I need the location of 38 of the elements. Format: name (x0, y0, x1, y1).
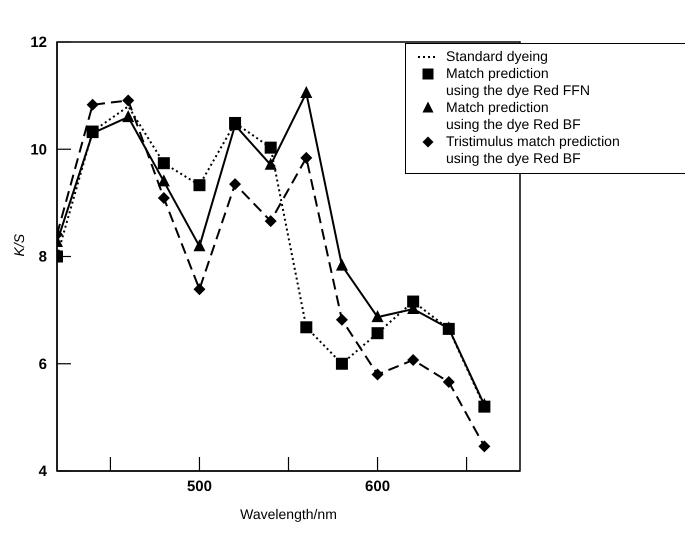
point (264, 215, 277, 228)
point (300, 152, 312, 164)
x-tick-label: 600 (365, 478, 390, 495)
point (264, 158, 277, 170)
point (158, 174, 170, 186)
x-tick-label: 500 (186, 478, 212, 495)
legend-label: Match prediction using the dye Red FFN (446, 65, 590, 99)
point (86, 98, 99, 111)
x-axis-title: Wavelength/nm (240, 506, 337, 522)
point (372, 327, 384, 340)
y-tick-label: 12 (30, 34, 47, 51)
point (122, 110, 134, 122)
point (336, 314, 348, 326)
point (478, 440, 490, 452)
point (300, 86, 312, 98)
legend-label: Tristimulus match prediction using the dye Red BF (446, 133, 620, 167)
legend-label: Standard dyeing (446, 48, 548, 65)
point (264, 142, 277, 154)
point (407, 354, 420, 366)
point (442, 376, 455, 388)
y-axis-title: K/S (10, 233, 27, 256)
y-tick-label: 4 (38, 463, 48, 480)
point (229, 178, 242, 190)
y-tick-label: 6 (38, 356, 47, 373)
point (193, 179, 206, 192)
point (300, 321, 312, 334)
point (193, 283, 206, 296)
point (336, 258, 348, 271)
point (193, 239, 206, 252)
point (158, 157, 170, 170)
point (336, 358, 348, 370)
point (372, 368, 384, 380)
point (122, 94, 134, 106)
y-tick-label: 10 (30, 141, 47, 158)
legend-label: Match prediction using the dye Red BF (446, 99, 581, 133)
point (372, 310, 384, 322)
y-tick-label: 8 (38, 248, 47, 266)
point (158, 192, 170, 204)
